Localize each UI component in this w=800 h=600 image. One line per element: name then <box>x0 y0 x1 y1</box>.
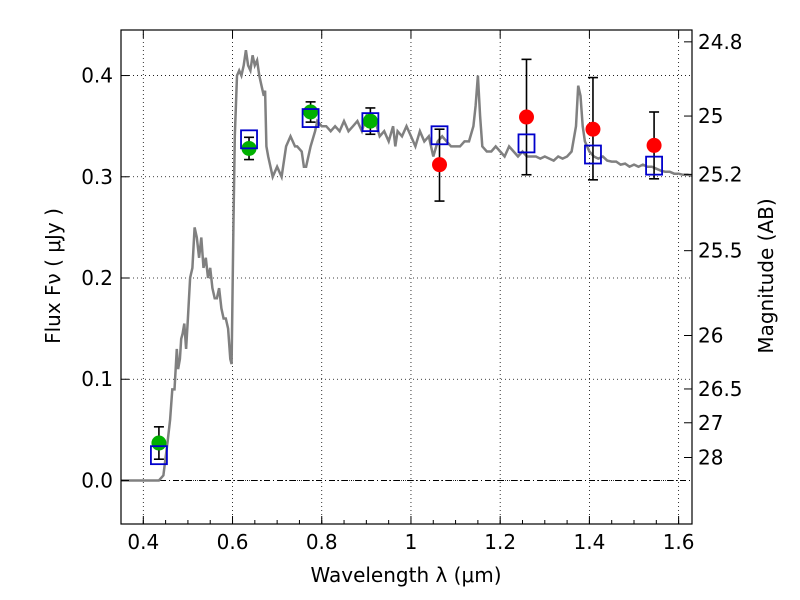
y-axis-label: Flux Fν ( μJy ) <box>41 208 65 344</box>
x-tick-label: 1 <box>405 530 418 554</box>
x-tick-label: 0.6 <box>217 530 249 554</box>
x-tick-label: 1.2 <box>484 530 516 554</box>
y-tick-label: 0.2 <box>81 266 113 290</box>
plot-frame <box>120 29 693 525</box>
model-photometry-square <box>430 125 449 146</box>
right-tick-label: 24.8 <box>698 30 743 54</box>
model-spectrum-line <box>121 50 693 482</box>
right-tick-label: 26 <box>698 324 723 348</box>
x-axis-label: Wavelength λ (μm) <box>310 563 501 587</box>
model-photometry-square <box>240 129 258 150</box>
photometry-point <box>362 113 378 129</box>
y-tick-label: 0.4 <box>81 64 113 88</box>
right-tick-label: 25.5 <box>698 239 743 263</box>
y-tick-label: 0.3 <box>81 165 113 189</box>
right-tick-label: 25.2 <box>698 162 743 186</box>
ticks: 0.4 0.6 0.8 1 1.2 1.4 1.6 0.0 0.1 0.2 0.3 0.4 24.8 25… <box>81 30 742 554</box>
x-tick-label: 0.8 <box>306 530 338 554</box>
x-tick-label: 1.6 <box>663 530 695 554</box>
x-tick-label: 1.4 <box>573 530 605 554</box>
model-photometry-square <box>361 112 380 133</box>
model-photometry-square <box>517 133 536 154</box>
y-tick-label: 0.1 <box>81 367 113 391</box>
y-axis-label-right: Magnitude (AB) <box>754 198 778 353</box>
photometry-point <box>303 104 319 120</box>
model-photometry-square <box>584 144 602 165</box>
right-tick-label: 27 <box>698 411 723 435</box>
right-tick-label: 28 <box>698 445 723 469</box>
model-photometry-square <box>645 155 663 176</box>
series-layer <box>121 50 693 482</box>
photometry-point <box>585 121 601 137</box>
photometry-point <box>432 157 448 173</box>
y-tick-label: 0.0 <box>81 468 113 492</box>
x-tick-label: 0.4 <box>127 530 159 554</box>
model-photometry-square <box>301 108 320 128</box>
photometry-point <box>518 109 534 125</box>
photometry-point <box>151 435 167 451</box>
right-tick-label: 25 <box>698 104 723 128</box>
photometry-point <box>646 137 662 153</box>
model-photometry-square <box>150 445 168 466</box>
right-tick-label: 26.5 <box>698 377 743 401</box>
